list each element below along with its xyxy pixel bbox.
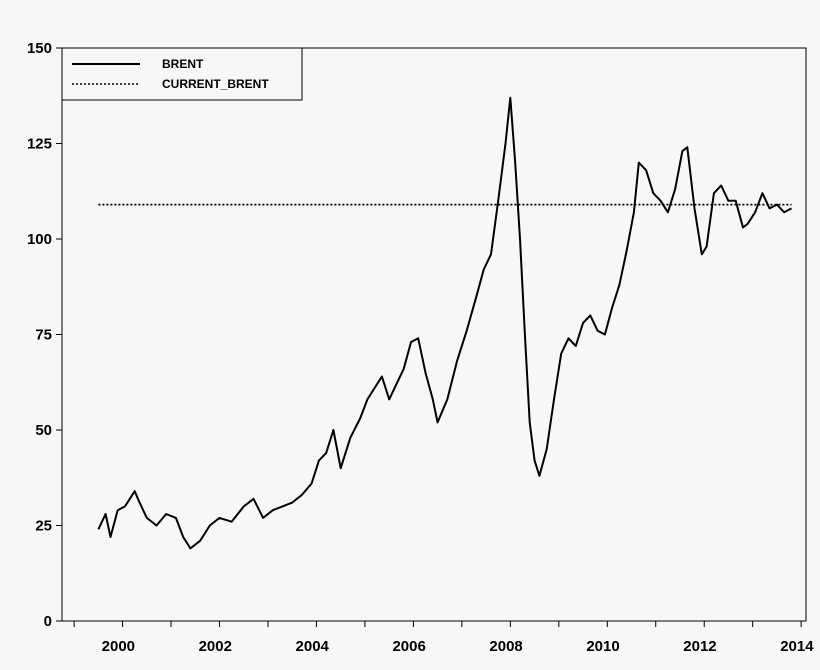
y-axis: 0 25 50 75 100 125 150 [27,40,62,630]
y-tick-label-0: 0 [44,613,52,630]
y-tick-label-75: 75 [35,327,52,344]
x-tick-label-2006: 2006 [392,638,425,655]
x-tick-label-2008: 2008 [489,638,522,655]
series-line-brent [97,96,792,550]
legend-label-current-brent: CURRENT_BRENT [162,77,269,91]
y-tick-label-100: 100 [27,231,52,248]
x-tick-label-2002: 2002 [199,638,232,655]
legend-label-brent: BRENT [162,57,204,71]
y-tick-label-25: 25 [35,518,52,535]
plot-area [61,47,807,622]
x-tick-label-2000: 2000 [102,638,135,655]
legend-box [61,47,303,101]
y-tick-label-150: 150 [27,40,52,57]
x-tick-label-2012: 2012 [683,638,716,655]
x-tick-label-2010: 2010 [586,638,619,655]
series-layer [97,96,792,550]
x-tick-label-2004: 2004 [296,638,330,655]
x-axis: 2000 2002 2004 2006 2008 2010 2012 2014 [73,621,814,655]
x-tick-label-2014: 2014 [780,638,814,655]
legend: BRENT CURRENT_BRENT [61,47,303,101]
y-tick-label-125: 125 [27,136,52,153]
y-tick-label-50: 50 [35,422,52,439]
